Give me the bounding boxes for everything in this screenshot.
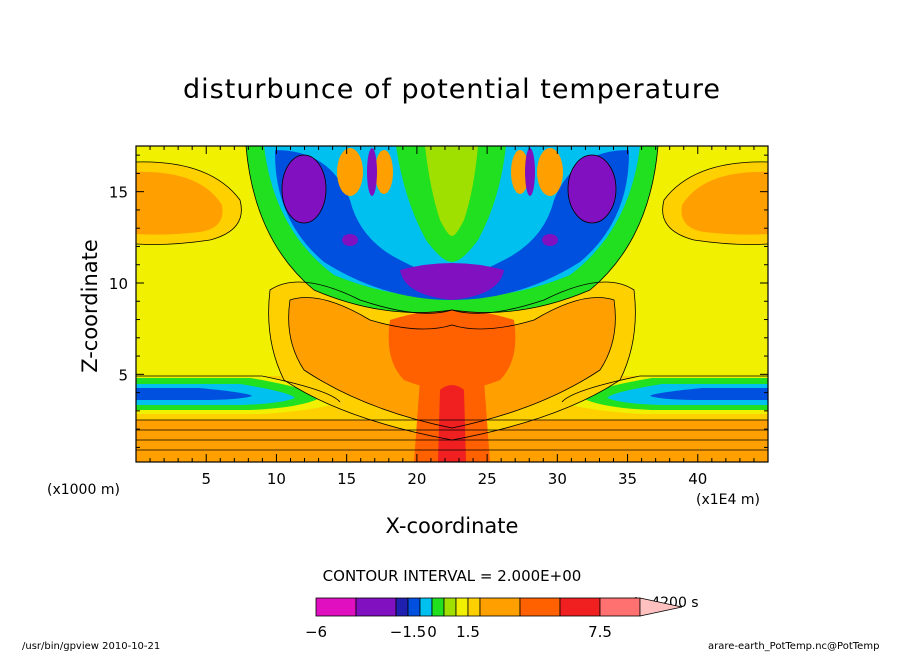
y-tick-label: 15 bbox=[109, 184, 128, 202]
x-tick-label: 20 bbox=[407, 470, 426, 488]
colorbar-segment bbox=[455, 597, 469, 617]
top-cold-strip-left bbox=[367, 148, 377, 196]
x-tick-label: 35 bbox=[618, 470, 637, 488]
x-axis-label: X-coordinate bbox=[385, 514, 519, 538]
top-lobe-3 bbox=[511, 150, 529, 194]
x-axis-unit: (x1E4 m) bbox=[696, 492, 760, 508]
colorbar-label: 1.5 bbox=[456, 623, 480, 641]
colorbar-segment bbox=[355, 597, 397, 617]
contour-line bbox=[561, 375, 768, 403]
x-tick-label: 15 bbox=[337, 470, 356, 488]
footer-left-text: /usr/bin/gpview 2010-10-21 bbox=[22, 641, 161, 652]
contour-interval-label: CONTOUR INTERVAL = 2.000E+00 bbox=[322, 567, 582, 585]
colorbar-segment bbox=[559, 597, 601, 617]
colorbar-label: −6 bbox=[305, 623, 327, 641]
top-lobe-4 bbox=[537, 148, 563, 196]
left-low-blue bbox=[136, 388, 252, 400]
right-low-blue bbox=[650, 388, 768, 400]
right-cold-core bbox=[568, 155, 616, 223]
x-tick-label: 25 bbox=[478, 470, 497, 488]
y-axis-unit: (x1000 m) bbox=[47, 482, 120, 498]
colorbar-label: 7.5 bbox=[588, 623, 612, 641]
right-upper-lobe bbox=[681, 171, 768, 235]
top-lobe-2 bbox=[375, 150, 393, 194]
right-cold-spot bbox=[542, 234, 558, 246]
left-upper-lobe bbox=[136, 171, 223, 235]
contour-line bbox=[288, 297, 616, 429]
top-cold-strip-right bbox=[525, 148, 535, 196]
axis-ticks: 5 10 15 20 25 30 35 40 5 10 15 bbox=[109, 146, 769, 488]
central-yellow-green-column bbox=[425, 146, 478, 236]
upper-blue-region bbox=[274, 150, 630, 300]
colorbar-extension-arrow bbox=[639, 597, 683, 617]
colorbar-segment bbox=[519, 597, 561, 617]
plot-frame bbox=[135, 145, 769, 463]
colorbar-segment bbox=[431, 597, 445, 617]
contour-line bbox=[136, 161, 242, 245]
top-lobe-1 bbox=[337, 148, 363, 196]
x-tick-label: 40 bbox=[688, 470, 707, 488]
contour-lines bbox=[136, 146, 768, 451]
colorbar-label: −1.5 bbox=[390, 623, 426, 641]
contour-line bbox=[136, 375, 341, 403]
contour-line bbox=[245, 146, 659, 313]
contour-line bbox=[567, 154, 617, 224]
colorbar-segment bbox=[419, 597, 433, 617]
central-warm-core bbox=[388, 310, 516, 390]
surface-core-red bbox=[438, 385, 466, 462]
y-tick-label: 5 bbox=[118, 366, 128, 384]
chart-title: disturbunce of potential temperature bbox=[183, 74, 721, 105]
contour-line bbox=[662, 161, 768, 245]
contour-line bbox=[281, 154, 327, 224]
contour-line bbox=[268, 281, 636, 441]
central-cold-core bbox=[400, 263, 504, 300]
colorbar-segment bbox=[407, 597, 421, 617]
colorbar-segment bbox=[395, 597, 409, 617]
colorbar-label: 0 bbox=[427, 623, 437, 641]
left-cold-core bbox=[282, 155, 326, 223]
x-tick-label: 10 bbox=[267, 470, 286, 488]
colorbar: −6 −1.5 0 1.5 7.5 bbox=[305, 597, 683, 641]
colorbar-segment bbox=[467, 597, 481, 617]
contour-field bbox=[136, 146, 768, 462]
x-tick-label: 5 bbox=[201, 470, 211, 488]
colorbar-segment bbox=[479, 597, 521, 617]
footer-right-text: arare-earth_PotTemp.nc@PotTemp bbox=[708, 641, 880, 652]
colorbar-segment bbox=[443, 597, 457, 617]
x-tick-label: 30 bbox=[548, 470, 567, 488]
colorbar-segment bbox=[315, 597, 357, 617]
colorbar-segment bbox=[599, 597, 641, 617]
left-cold-spot bbox=[342, 234, 358, 246]
y-tick-label: 10 bbox=[109, 275, 128, 293]
